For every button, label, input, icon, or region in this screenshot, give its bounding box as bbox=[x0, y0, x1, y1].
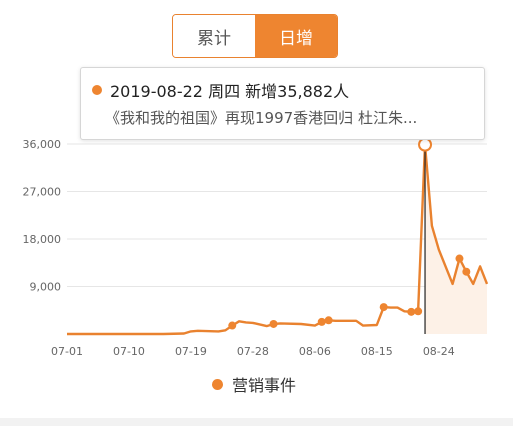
event-markers bbox=[228, 137, 471, 330]
grid bbox=[67, 143, 487, 287]
tooltip-event: 《我和我的祖国》再现1997香港回归 杜江朱... bbox=[105, 109, 418, 127]
event-marker bbox=[379, 303, 388, 312]
y-tick-label: 9,000 bbox=[30, 281, 62, 294]
chart-tooltip: 2019-08-22 周四 新增35,882人 《我和我的祖国》再现1997香港… bbox=[80, 67, 485, 140]
x-tick-label: 08-24 bbox=[423, 345, 455, 358]
x-tick-label: 08-06 bbox=[299, 345, 331, 358]
event-marker bbox=[414, 307, 423, 316]
tab-daily[interactable]: 日增 bbox=[255, 15, 337, 57]
x-tick-label: 07-19 bbox=[175, 345, 207, 358]
tooltip-dot bbox=[92, 85, 102, 95]
x-tick-label: 07-01 bbox=[51, 345, 83, 358]
bottom-band bbox=[0, 418, 513, 426]
y-tick-label: 18,000 bbox=[23, 233, 62, 246]
x-axis-ticks: 07-01 07-10 07-19 07-28 08-06 08-15 08-24 bbox=[51, 345, 455, 358]
x-tick-label: 07-10 bbox=[113, 345, 145, 358]
event-marker bbox=[462, 267, 471, 276]
area-fill bbox=[425, 144, 487, 334]
tab-cumulative[interactable]: 累计 bbox=[173, 15, 255, 57]
event-marker bbox=[324, 316, 333, 325]
y-tick-label: 27,000 bbox=[23, 186, 62, 199]
event-marker bbox=[317, 317, 326, 326]
legend-label: 营销事件 bbox=[232, 376, 297, 395]
event-marker bbox=[269, 319, 278, 328]
y-tick-label: 36,000 bbox=[23, 138, 62, 151]
x-tick-label: 08-15 bbox=[361, 345, 393, 358]
highlight-point bbox=[418, 137, 433, 152]
x-tick-label: 07-28 bbox=[237, 345, 269, 358]
tooltip-headline: 2019-08-22 周四 新增35,882人 bbox=[110, 82, 350, 101]
series-area bbox=[425, 144, 487, 334]
y-axis-ticks: 9,000 18,000 27,000 36,000 bbox=[23, 138, 62, 294]
legend[interactable]: 营销事件 bbox=[212, 372, 296, 396]
event-marker bbox=[455, 254, 464, 263]
view-toggle: 累计 日增 bbox=[172, 14, 338, 58]
legend-marker bbox=[212, 378, 223, 390]
event-marker bbox=[228, 321, 237, 330]
event-marker bbox=[407, 307, 416, 316]
